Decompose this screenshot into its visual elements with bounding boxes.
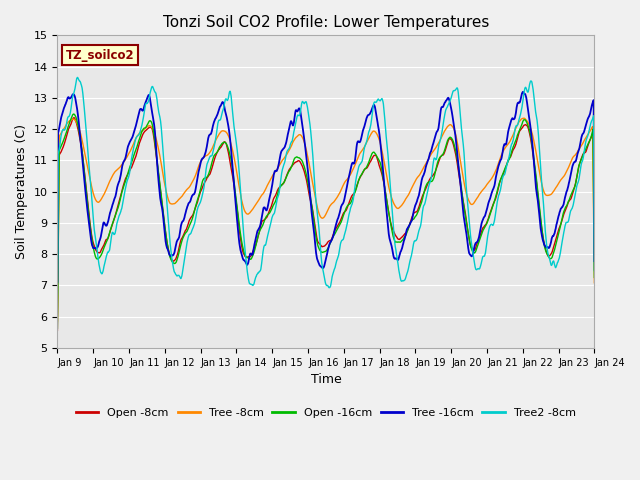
Tree -8cm bbox=[520, 115, 527, 121]
Open -16cm bbox=[70, 111, 77, 117]
Line: Tree -8cm: Tree -8cm bbox=[58, 118, 595, 321]
Tree -16cm bbox=[282, 143, 289, 148]
Tree2 -8cm bbox=[360, 151, 367, 157]
Tree -8cm bbox=[591, 280, 598, 286]
Tree -16cm bbox=[519, 89, 527, 95]
Tree -8cm bbox=[117, 163, 125, 169]
Tree -16cm bbox=[591, 258, 598, 264]
Tree2 -8cm bbox=[54, 291, 61, 297]
Tree -16cm bbox=[54, 279, 61, 285]
Open -8cm bbox=[70, 115, 77, 120]
Open -16cm bbox=[293, 154, 301, 160]
Open -16cm bbox=[360, 168, 367, 174]
Open -8cm bbox=[293, 159, 301, 165]
Open -16cm bbox=[282, 176, 289, 181]
Tree2 -8cm bbox=[282, 155, 289, 161]
Y-axis label: Soil Temperatures (C): Soil Temperatures (C) bbox=[15, 124, 28, 259]
Open -8cm bbox=[591, 267, 598, 273]
Tree2 -8cm bbox=[117, 207, 125, 213]
Tree2 -8cm bbox=[303, 99, 310, 105]
Tree -16cm bbox=[95, 240, 103, 245]
Open -16cm bbox=[117, 192, 125, 198]
Tree -8cm bbox=[54, 318, 61, 324]
Tree2 -8cm bbox=[95, 264, 103, 269]
X-axis label: Time: Time bbox=[310, 373, 341, 386]
Open -8cm bbox=[303, 177, 310, 182]
Line: Open -8cm: Open -8cm bbox=[58, 118, 595, 330]
Tree2 -8cm bbox=[74, 74, 81, 80]
Tree -8cm bbox=[282, 154, 289, 159]
Open -8cm bbox=[282, 176, 289, 181]
Open -16cm bbox=[95, 255, 103, 261]
Open -8cm bbox=[95, 250, 103, 256]
Line: Open -16cm: Open -16cm bbox=[58, 114, 595, 328]
Legend: Open -8cm, Tree -8cm, Open -16cm, Tree -16cm, Tree2 -8cm: Open -8cm, Tree -8cm, Open -16cm, Tree -… bbox=[72, 403, 580, 422]
Text: TZ_soilco2: TZ_soilco2 bbox=[65, 49, 134, 62]
Tree -16cm bbox=[359, 128, 367, 133]
Title: Tonzi Soil CO2 Profile: Lower Temperatures: Tonzi Soil CO2 Profile: Lower Temperatur… bbox=[163, 15, 489, 30]
Tree -16cm bbox=[292, 108, 300, 113]
Open -8cm bbox=[117, 191, 125, 197]
Line: Tree2 -8cm: Tree2 -8cm bbox=[58, 77, 595, 294]
Open -16cm bbox=[591, 275, 598, 280]
Tree2 -8cm bbox=[293, 116, 301, 121]
Tree -8cm bbox=[359, 146, 367, 152]
Open -8cm bbox=[54, 327, 61, 333]
Tree -16cm bbox=[302, 150, 310, 156]
Open -16cm bbox=[303, 172, 310, 178]
Open -16cm bbox=[54, 325, 61, 331]
Tree -16cm bbox=[117, 172, 125, 178]
Tree -8cm bbox=[292, 134, 300, 140]
Tree2 -8cm bbox=[591, 268, 598, 274]
Tree -8cm bbox=[302, 146, 310, 152]
Tree -8cm bbox=[95, 199, 103, 205]
Open -8cm bbox=[360, 169, 367, 175]
Line: Tree -16cm: Tree -16cm bbox=[58, 92, 595, 282]
